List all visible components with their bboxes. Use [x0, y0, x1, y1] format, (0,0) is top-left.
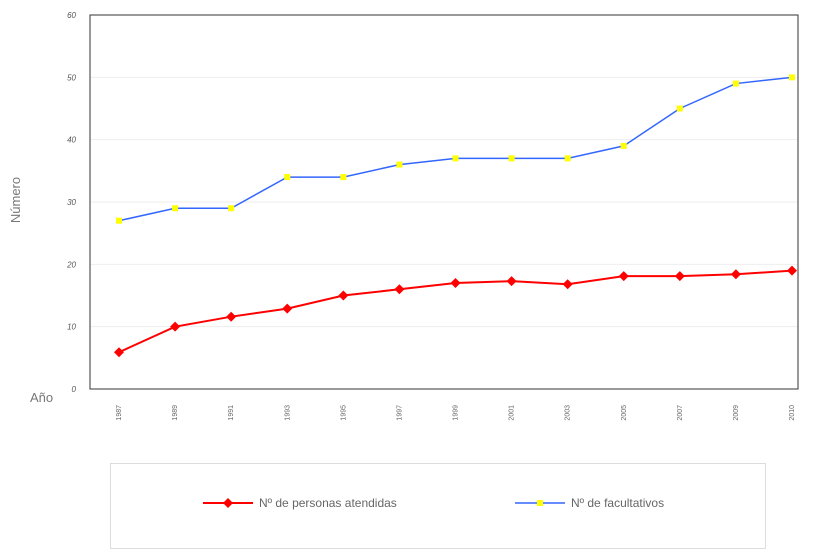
legend-item-facultativos: Nº de facultativos: [515, 496, 664, 510]
plot-area-border: [89, 14, 799, 390]
data-point-series-1: [732, 80, 739, 87]
x-tick-label: 1989: [172, 405, 179, 421]
data-point-series-1: [620, 142, 627, 149]
data-point-series-1: [340, 174, 347, 181]
series-layer: [114, 74, 797, 358]
y-axis-ticks: 0 10 20 30 40 50 60: [66, 11, 76, 394]
x-tick-label: 1993: [284, 405, 291, 421]
y-tick-label: 60: [67, 11, 76, 20]
y-tick-label: 0: [72, 385, 77, 394]
data-point-series-0: [394, 284, 405, 295]
data-point-series-1: [396, 161, 403, 168]
data-point-series-1: [676, 105, 683, 112]
series-line-1: [118, 76, 793, 222]
x-tick-label: 2007: [677, 405, 684, 421]
gridlines: [90, 76, 798, 328]
y-tick-label: 30: [67, 198, 76, 207]
legend: Nº de personas atendidas Nº de facultati…: [110, 463, 766, 549]
data-point-series-1: [564, 155, 571, 162]
data-point-series-1: [228, 205, 235, 212]
y-tick-label: 20: [66, 260, 76, 269]
data-point-series-1: [284, 174, 291, 181]
legend-swatch-personas: [203, 498, 253, 508]
data-point-series-1: [116, 217, 122, 224]
x-tick-label: 1991: [228, 405, 235, 421]
data-point-series-0: [450, 278, 461, 289]
y-tick-label: 50: [67, 73, 76, 82]
y-axis-title: Número: [8, 177, 23, 223]
data-point-series-0: [562, 279, 573, 290]
legend-label-personas: Nº de personas atendidas: [259, 496, 397, 510]
data-point-series-1: [789, 74, 795, 81]
x-tick-label: 2010: [789, 405, 796, 421]
y-tick-label: 40: [67, 136, 76, 145]
data-point-series-0: [338, 290, 349, 301]
data-point-series-1: [508, 155, 515, 162]
data-point-series-0: [674, 271, 685, 282]
x-tick-label: 2009: [733, 405, 740, 421]
y-tick-label: 10: [67, 323, 76, 332]
x-tick-label: 1995: [340, 405, 347, 421]
x-tick-label: 1999: [453, 405, 460, 421]
x-tick-label: 1997: [396, 405, 403, 421]
data-point-series-0: [787, 265, 797, 276]
x-axis-title: Año: [30, 390, 53, 405]
data-point-series-1: [172, 205, 179, 212]
legend-swatch-facultativos: [515, 500, 565, 506]
legend-item-personas: Nº de personas atendidas: [203, 496, 397, 510]
x-axis-ticks: 1987 1989 1991 1993 1995 1997 1999 2001 2003 2005…: [116, 405, 796, 421]
data-point-series-0: [506, 276, 517, 287]
data-point-series-1: [452, 155, 459, 162]
data-point-series-0: [114, 347, 124, 358]
x-tick-label: 2003: [565, 405, 572, 421]
data-point-series-0: [170, 321, 181, 332]
legend-label-facultativos: Nº de facultativos: [571, 496, 665, 510]
x-tick-label: 1987: [116, 405, 123, 421]
data-point-series-0: [618, 271, 629, 282]
x-tick-label: 2005: [621, 405, 628, 421]
x-tick-label: 2001: [509, 405, 516, 421]
data-point-series-0: [282, 303, 293, 314]
data-point-series-0: [730, 269, 741, 280]
data-point-series-0: [226, 311, 237, 322]
